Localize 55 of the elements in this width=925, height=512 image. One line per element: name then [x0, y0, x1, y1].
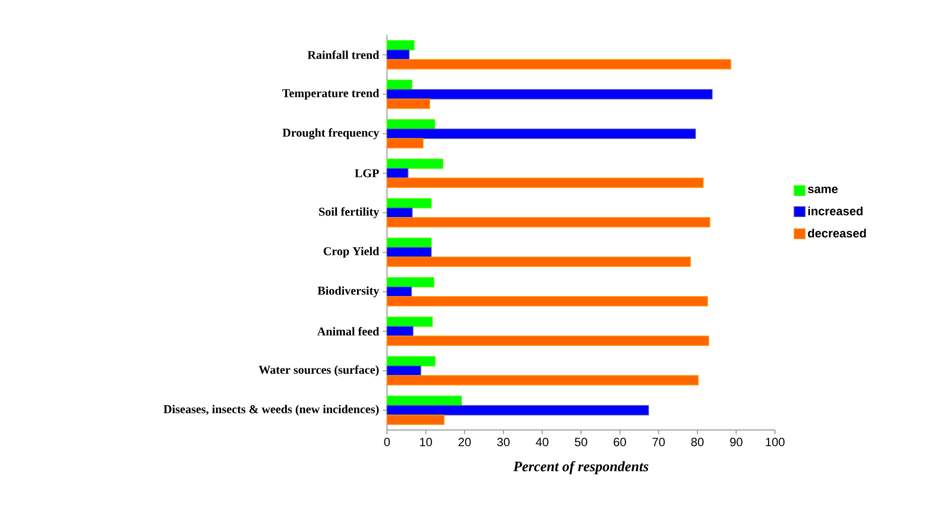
- bar: [386, 208, 413, 218]
- x-tick-label: 70: [652, 438, 665, 446]
- y-tick-label: Crop Yield: [324, 246, 380, 258]
- bar: [386, 405, 649, 416]
- legend-label: decreased: [808, 228, 866, 238]
- x-tick-label: 50: [574, 438, 588, 446]
- bar: [386, 89, 713, 100]
- bar: [386, 256, 691, 267]
- bar: [386, 178, 704, 188]
- bar: [386, 198, 432, 208]
- bar: [386, 238, 432, 248]
- legend-label: increased: [808, 206, 863, 216]
- bar: [386, 375, 699, 386]
- y-tick-label: Drought frequency: [282, 128, 380, 140]
- bar: [386, 247, 432, 258]
- bar: [386, 59, 732, 70]
- y-tick-label: Soil fertility: [319, 207, 380, 218]
- y-tick-label: Diseases, insects & weeds (new incidences): [164, 404, 379, 416]
- bar: [386, 138, 424, 148]
- x-tick-label: 20: [458, 438, 471, 446]
- y-tick-label: Animal feed: [317, 326, 380, 336]
- x-tick-label: 30: [497, 438, 510, 446]
- x-tick-label: 100: [766, 438, 785, 446]
- bar: [386, 286, 412, 297]
- x-tick-label: 80: [691, 438, 704, 446]
- bar: [386, 336, 710, 346]
- legend-label: same: [808, 186, 838, 194]
- bar: [386, 296, 708, 306]
- bar: [386, 158, 444, 169]
- bar: [386, 80, 412, 90]
- bar: [386, 168, 408, 178]
- x-tick-label: 0: [384, 438, 390, 446]
- x-tick-label: 10: [420, 438, 432, 446]
- bar: [386, 366, 422, 376]
- bar: [386, 128, 696, 139]
- bar: [386, 326, 414, 336]
- bar: [386, 396, 462, 406]
- y-tick-label: Rainfall trend: [308, 50, 380, 60]
- bar: [386, 50, 410, 60]
- bar: [386, 40, 415, 50]
- bar: [386, 414, 444, 425]
- bar: [386, 217, 710, 228]
- x-tick-label: 40: [536, 438, 548, 446]
- bar: [386, 356, 436, 366]
- x-tick-label: 90: [730, 438, 742, 446]
- bar: [386, 277, 434, 288]
- x-axis-title: Percent of respondents: [513, 461, 648, 474]
- bar: [386, 98, 430, 109]
- y-tick-label: Biodiversity: [318, 286, 380, 298]
- bar: [386, 316, 433, 327]
- y-tick-label: LGP: [354, 169, 379, 178]
- bar: [386, 119, 436, 130]
- y-tick-label: Temperature trend: [282, 88, 380, 100]
- x-tick-label: 60: [614, 438, 626, 446]
- y-tick-label: Water sources (surface): [258, 365, 379, 376]
